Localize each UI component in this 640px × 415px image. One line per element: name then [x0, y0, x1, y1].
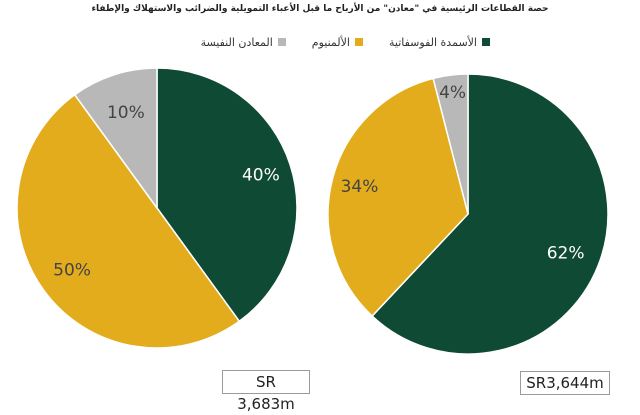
pie-chart-left: 40% 50% 10% — [16, 67, 298, 349]
legend: الأسمدة الفوسفاتية الألمنيوم المعادن الن… — [150, 34, 490, 50]
pie-charts: 40% 50% 10% 62% 34% 4% — [16, 67, 609, 355]
pie-left-slice-precious — [73, 67, 158, 211]
pie-chart-right: 62% 34% 4% — [327, 73, 609, 355]
legend-swatch-aluminium — [354, 38, 363, 46]
pie-left-label-aluminium: 50% — [53, 261, 91, 281]
pie-left-slice-aluminium — [16, 93, 241, 349]
legend-swatch-precious — [277, 38, 286, 46]
chart-title: حصة القطاعات الرئيسية في "معادن" من الأر… — [91, 4, 549, 14]
legend-item-phosphate: الأسمدة الفوسفاتية — [389, 34, 490, 50]
legend-label-aluminium: الألمنيوم — [311, 35, 350, 49]
pie-left-slice-phosphate — [156, 67, 298, 323]
pie-right-slice-aluminium — [327, 77, 469, 318]
pie-left-label-phosphate: 40% — [242, 165, 280, 185]
pie-left-label-precious: 10% — [107, 103, 145, 123]
legend-swatch-phosphate — [482, 38, 490, 46]
legend-label-precious: المعادن النفيسة — [200, 35, 273, 49]
legend-label-phosphate: الأسمدة الفوسفاتية — [388, 35, 477, 49]
pie-right-slice-phosphate — [371, 73, 609, 355]
pie-right-label-precious: 4% — [439, 83, 466, 103]
pie-right-slice-precious — [432, 73, 469, 215]
total-box-right: SR3,644m — [520, 371, 610, 395]
total-box-left: SR 3,683m — [222, 370, 310, 413]
legend-item-precious: المعادن النفيسة — [201, 34, 286, 50]
pie-right-label-aluminium: 34% — [341, 177, 379, 197]
pie-right-label-phosphate: 62% — [547, 244, 585, 264]
legend-item-aluminium: الألمنيوم — [312, 34, 363, 50]
